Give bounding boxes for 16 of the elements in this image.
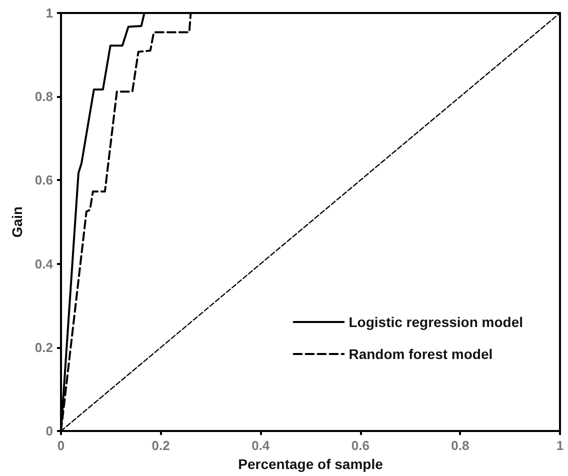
y-tick-label: 0 — [46, 424, 53, 438]
x-tick-label: 1 — [556, 438, 564, 453]
y-tick-label: 0.6 — [34, 172, 53, 188]
y-tick-label: 0.8 — [34, 89, 53, 104]
legend-label: Logistic regression model — [348, 314, 524, 330]
x-tick-label: 0.8 — [451, 438, 470, 453]
y-tick-label: 0.2 — [34, 340, 53, 355]
y-tick-label: 1 — [46, 6, 53, 20]
x-tick-label: 0.4 — [252, 438, 270, 453]
y-axis-title: Gain — [9, 206, 26, 238]
y-tick-label: 0.4 — [34, 256, 54, 272]
x-tick-label: 0.6 — [351, 438, 370, 453]
x-axis-title: Percentage of sample — [238, 456, 384, 472]
x-tick-label: 0 — [57, 438, 65, 453]
x-tick-label: 0.2 — [152, 438, 170, 453]
legend-label: Random forest model — [348, 346, 493, 362]
